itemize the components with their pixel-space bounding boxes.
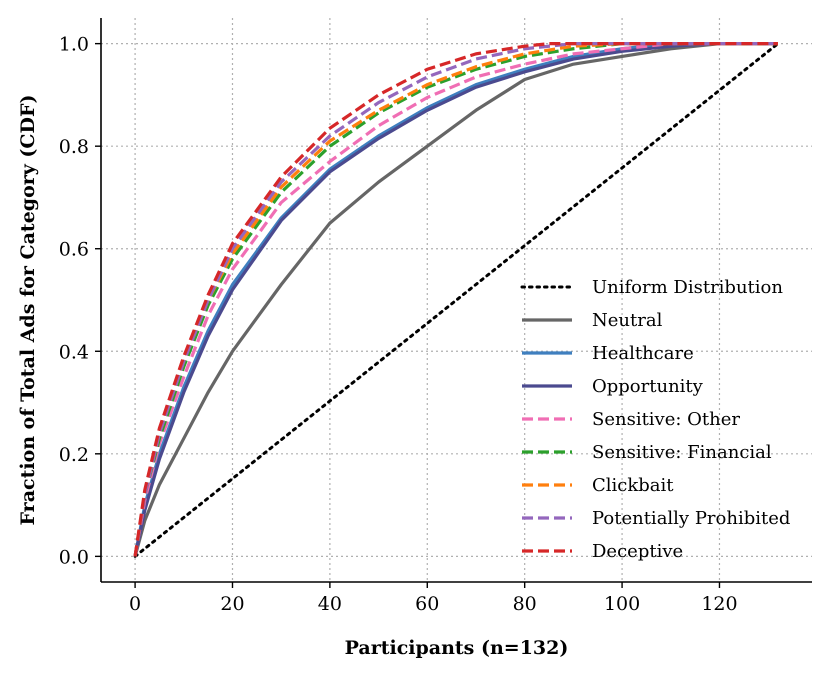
series-lines <box>133 42 780 558</box>
legend: Uniform Distribution Neutral Healthcare Opp… <box>520 277 790 562</box>
x-tick-label: 20 <box>220 593 244 615</box>
x-axis-title: Participants (n=132) <box>345 637 569 659</box>
legend-label-clickbait: Clickbait <box>592 475 674 496</box>
legend-label-sensitive-other: Sensitive: Other <box>592 409 740 430</box>
legend-label-neutral: Neutral <box>592 310 663 331</box>
y-tick-label: 0.6 <box>59 239 89 261</box>
x-tick-label: 0 <box>129 593 141 615</box>
legend-label-opportunity: Opportunity <box>592 376 704 397</box>
x-tick-label: 100 <box>604 593 640 615</box>
grid <box>101 18 812 582</box>
series-line-sensitive-other <box>133 42 778 557</box>
legend-label-sensitive-financial: Sensitive: Financial <box>592 442 772 463</box>
y-tick-label: 0.8 <box>59 136 89 158</box>
y-tick-label: 1.0 <box>59 34 89 56</box>
y-axis-title: Fraction of Total Ads for Category (CDF) <box>17 95 39 526</box>
x-tick-label: 80 <box>513 593 537 615</box>
legend-label-deceptive: Deceptive <box>592 541 683 562</box>
x-tick-label: 40 <box>318 593 342 615</box>
x-tick-label: 60 <box>415 593 439 615</box>
y-tick-label: 0.0 <box>59 546 89 568</box>
x-tick-label: 120 <box>701 593 737 615</box>
legend-label-healthcare: Healthcare <box>592 343 694 364</box>
y-tick-label: 0.4 <box>59 341 89 363</box>
series-line-opportunity <box>133 42 778 557</box>
legend-label-uniform-distribution: Uniform Distribution <box>592 277 783 298</box>
series-line-neutral <box>133 42 778 557</box>
axes: 0 20 40 60 80 100 120 0.0 0.2 0.4 0.6 0.8 1.0 <box>59 18 812 615</box>
y-tick-label: 0.2 <box>59 444 89 466</box>
series-line-deceptive <box>133 42 778 557</box>
series-line-uniform-distribution <box>133 42 780 558</box>
legend-label-potentially-prohibited: Potentially Prohibited <box>592 508 790 529</box>
